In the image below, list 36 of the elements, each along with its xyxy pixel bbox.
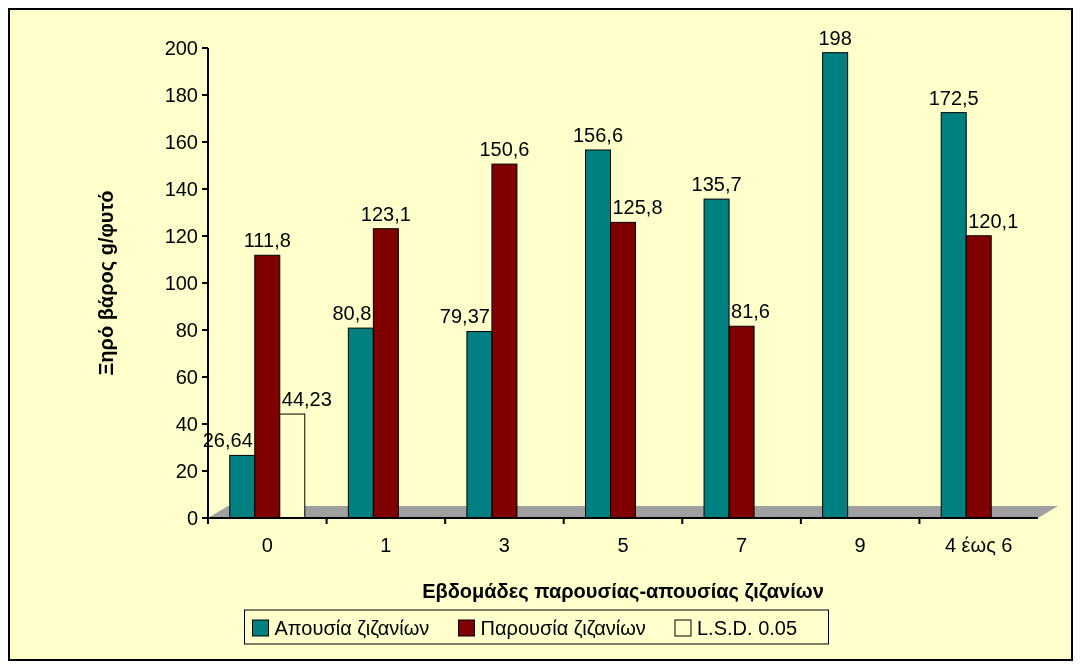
data-label: 135,7 bbox=[691, 173, 742, 196]
y-tick-label: 80 bbox=[175, 319, 198, 341]
y-tick-label: 60 bbox=[175, 366, 198, 388]
y-tick-label: 0 bbox=[186, 507, 198, 529]
x-tick-label: 3 bbox=[498, 534, 510, 556]
data-label: 81,6 bbox=[731, 300, 771, 323]
data-label: 111,8 bbox=[243, 229, 291, 252]
legend-label: L.S.D. 0.05 bbox=[697, 617, 798, 639]
y-tick-label: 100 bbox=[164, 272, 198, 294]
y-tick-label: 200 bbox=[164, 37, 198, 59]
x-tick-label: 4 έως 6 bbox=[944, 534, 1013, 556]
data-label: 198 bbox=[818, 26, 852, 49]
x-tick-label: 0 bbox=[261, 534, 273, 556]
data-label: 156,6 bbox=[572, 123, 624, 146]
legend-label: Παρουσία ζιζανίων bbox=[480, 617, 646, 639]
y-tick-label: 120 bbox=[164, 225, 198, 247]
data-label: 120,1 bbox=[968, 209, 1019, 232]
y-tick-label: 20 bbox=[175, 460, 198, 482]
x-tick-label: 5 bbox=[617, 534, 629, 556]
x-tick-label: 7 bbox=[736, 534, 748, 556]
legend-label: Απουσία ζιζανίων bbox=[274, 617, 430, 639]
x-tick-label: 9 bbox=[854, 534, 866, 556]
y-tick-label: 40 bbox=[175, 413, 198, 435]
data-label: 44,23 bbox=[281, 388, 332, 411]
y-axis-title: Ξηρό βάρος g/φυτό bbox=[95, 190, 117, 376]
x-tick-label: 1 bbox=[380, 534, 392, 556]
x-axis-title: Εβδομάδες παρουσίας-απουσίας ζιζανίων bbox=[422, 580, 824, 602]
data-label: 150,6 bbox=[479, 138, 530, 161]
data-label: 123,1 bbox=[360, 202, 411, 225]
y-tick-label: 180 bbox=[164, 84, 198, 106]
data-label: 125,8 bbox=[612, 196, 663, 219]
data-label: 79,37 bbox=[439, 305, 490, 328]
y-tick-label: 160 bbox=[164, 131, 198, 153]
y-tick-label: 140 bbox=[164, 178, 198, 200]
data-label: 80,8 bbox=[332, 302, 372, 325]
data-label: 172,5 bbox=[928, 86, 979, 109]
